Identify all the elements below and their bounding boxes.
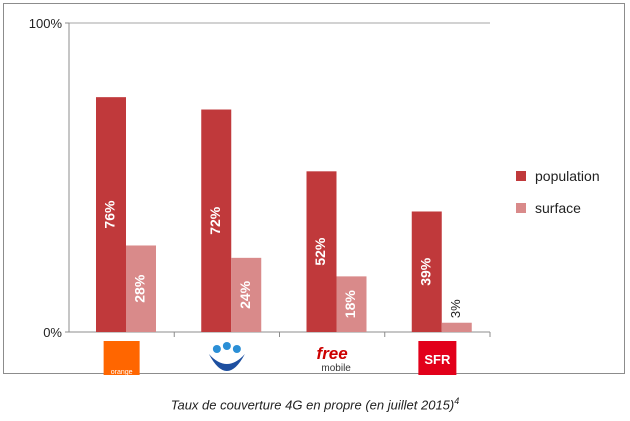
bouygues-logo-dot-2 — [222, 342, 231, 350]
legend-item-population: population — [516, 167, 600, 185]
bar-population-3 — [411, 211, 442, 332]
free-logo-subtext: mobile — [321, 363, 351, 374]
data-label-surface-0: 28% — [132, 274, 148, 303]
legend-label-population: population — [535, 168, 600, 184]
sfr-logo-text: SFR — [424, 352, 451, 367]
data-label-surface-2: 18% — [342, 290, 358, 319]
bar-surface-1 — [231, 257, 262, 332]
data-label-population-2: 52% — [312, 237, 328, 266]
legend-swatch-surface — [516, 203, 526, 213]
data-label-surface-3: 3% — [448, 299, 463, 318]
sfr-logo — [418, 341, 457, 375]
data-label-population-3: 39% — [417, 257, 433, 286]
bar-surface-3 — [441, 322, 472, 332]
bar-population-1 — [201, 109, 232, 333]
legend-label-surface: surface — [535, 200, 581, 216]
orange-logo — [103, 341, 140, 375]
data-label-population-1: 72% — [207, 206, 223, 235]
legend-swatch-population — [516, 171, 526, 181]
y-tick-label-0: 0% — [43, 325, 62, 340]
bar-population-0 — [96, 97, 126, 332]
legend-item-surface: surface — [516, 199, 600, 217]
data-label-population-0: 76% — [102, 200, 118, 229]
chart-frame: 0% 100% 76% 28% 72% 24% 52% 18% 39% 3% orange free m… — [3, 3, 625, 375]
bouygues-logo-dot-3 — [232, 345, 241, 353]
chart-caption: Taux de couverture 4G en propre (en juil… — [0, 396, 630, 412]
bar-surface-0 — [126, 245, 156, 332]
caption-footnote: 4 — [454, 396, 460, 406]
bouygues-logo-dot-1 — [212, 345, 221, 353]
bar-chart: 0% 100% 76% 28% 72% 24% 52% 18% 39% 3% orange freem… — [29, 16, 491, 375]
bar-population-2 — [306, 171, 337, 332]
orange-logo-text: orange — [111, 369, 133, 375]
legend: population surface — [516, 167, 600, 231]
free-logo-text: free — [317, 344, 348, 363]
data-label-surface-1: 24% — [237, 280, 253, 309]
bar-surface-2 — [336, 276, 367, 332]
y-tick-label-1: 100% — [29, 16, 63, 31]
bouygues-logo-arc — [208, 354, 245, 371]
caption-text: Taux de couverture 4G en propre (en juil… — [170, 397, 455, 413]
